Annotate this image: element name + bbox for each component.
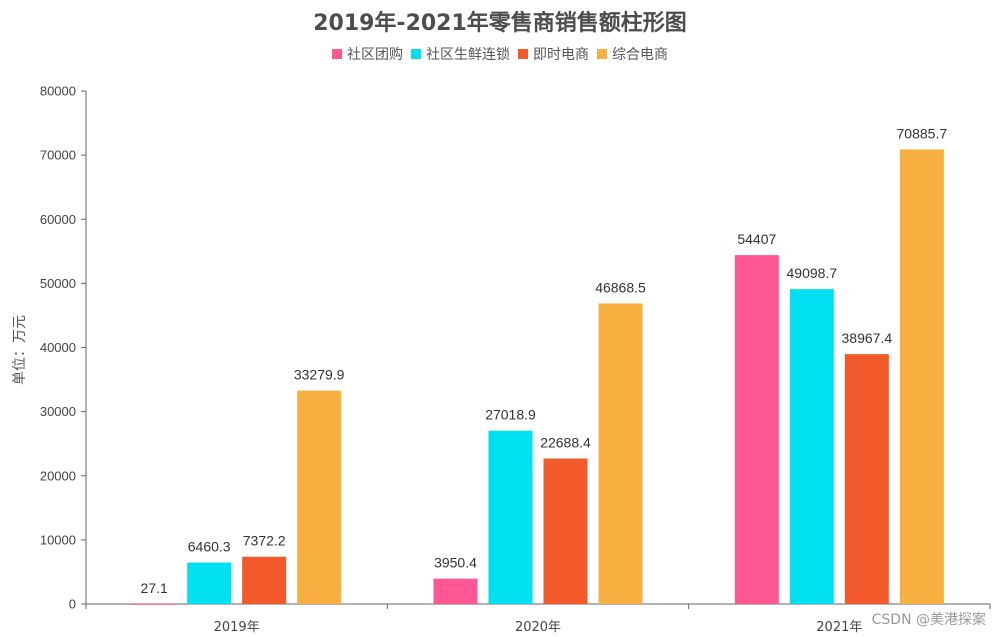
x-tick-label: 2019年 xyxy=(214,620,260,635)
data-label: 38967.4 xyxy=(842,330,893,346)
legend: 社区团购 社区生鲜连锁 即时电商 综合电商 xyxy=(332,47,668,63)
data-label: 70885.7 xyxy=(897,125,948,141)
x-tick-label: 2021年 xyxy=(816,620,862,635)
bar xyxy=(734,255,779,604)
bar xyxy=(488,430,533,604)
data-label: 3950.4 xyxy=(434,555,477,571)
data-label: 46868.5 xyxy=(595,279,646,295)
legend-label: 综合电商 xyxy=(612,47,668,63)
bar xyxy=(187,562,232,604)
data-label: 33279.9 xyxy=(294,367,345,383)
y-tick-label: 30000 xyxy=(40,404,76,419)
legend-item[interactable]: 社区团购 xyxy=(332,47,403,63)
y-axis-label: 单位：万元 xyxy=(12,315,28,385)
legend-item[interactable]: 综合电商 xyxy=(597,47,668,63)
data-label: 49098.7 xyxy=(787,265,838,281)
data-label: 27018.9 xyxy=(485,407,536,423)
legend-swatch xyxy=(597,49,607,59)
bar xyxy=(433,578,478,604)
bar xyxy=(543,458,588,604)
legend-swatch xyxy=(411,49,421,59)
legend-item[interactable]: 社区生鲜连锁 xyxy=(411,47,510,63)
y-tick-label: 80000 xyxy=(40,84,76,99)
bar xyxy=(789,289,834,604)
y-tick-label: 60000 xyxy=(40,212,76,227)
legend-label: 即时电商 xyxy=(533,47,589,63)
y-axis: 0 10000 20000 30000 40000 50000 60000 70000 8000… xyxy=(40,84,87,612)
legend-swatch xyxy=(518,49,528,59)
x-tick-label: 2020年 xyxy=(515,620,561,635)
data-label: 27.1 xyxy=(141,580,168,596)
y-tick-label: 70000 xyxy=(40,148,76,163)
bar xyxy=(242,556,287,604)
y-tick-label: 40000 xyxy=(40,340,76,355)
bar xyxy=(132,603,177,605)
data-label: 54407 xyxy=(737,231,776,247)
bar xyxy=(297,390,342,604)
data-label: 7372.2 xyxy=(243,533,286,549)
data-label: 6460.3 xyxy=(188,539,231,555)
data-labels: 27.1 3950.4 54407 6460.3 27018.9 49098.7 7372.… xyxy=(141,125,948,595)
bar xyxy=(899,149,944,605)
y-tick-label: 20000 xyxy=(40,468,76,483)
data-label: 22688.4 xyxy=(540,435,591,451)
legend-label: 社区生鲜连锁 xyxy=(426,47,510,63)
watermark: CSDN @美港探案 xyxy=(872,611,986,628)
x-axis: 2019年 2020年 2021年 xyxy=(85,603,991,635)
chart-title: 2019年-2021年零售商销售额柱形图 xyxy=(313,10,687,36)
legend-swatch xyxy=(332,49,342,59)
y-tick-label: 10000 xyxy=(40,532,76,547)
bars xyxy=(132,149,944,605)
legend-item[interactable]: 即时电商 xyxy=(518,47,589,63)
bar xyxy=(844,354,889,604)
legend-label: 社区团购 xyxy=(347,47,403,63)
y-tick-label: 50000 xyxy=(40,276,76,291)
y-tick-label: 0 xyxy=(69,597,76,612)
bar xyxy=(598,303,643,604)
